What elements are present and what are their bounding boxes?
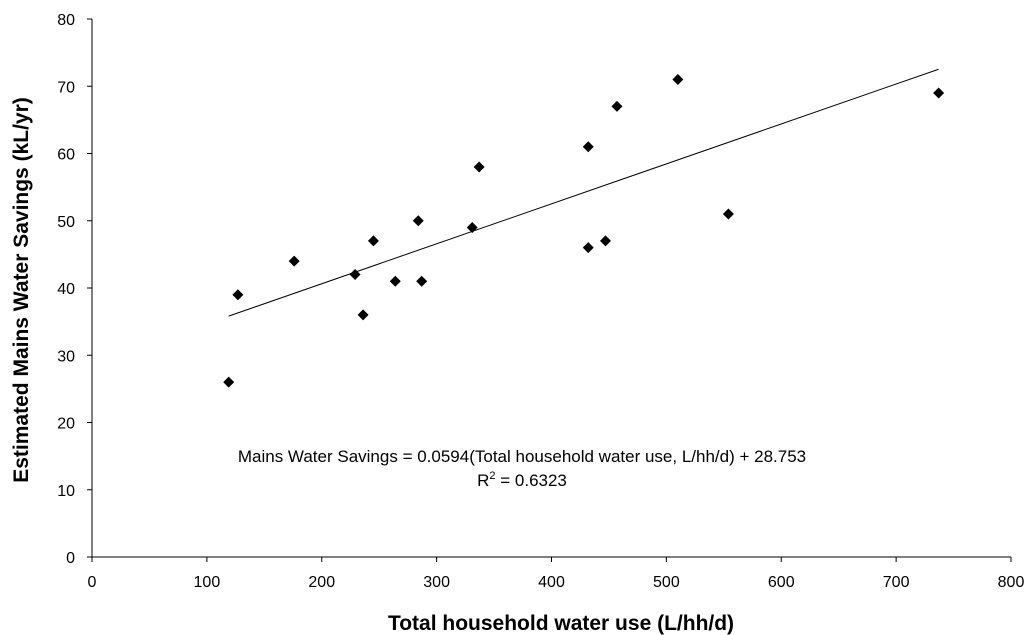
data-point (582, 242, 594, 254)
data-point (412, 215, 424, 227)
y-tick-label: 50 (57, 214, 75, 231)
data-point (582, 141, 594, 153)
x-tick-label: 200 (308, 574, 335, 591)
data-points (223, 74, 945, 388)
r-squared-superscript: 2 (489, 470, 495, 482)
x-axis-title: Total household water use (L/hh/d) (388, 612, 734, 635)
x-tick-label: 0 (88, 574, 97, 591)
data-point (367, 235, 379, 247)
r-squared-value: = 0.6323 (496, 471, 567, 490)
data-point (357, 309, 369, 321)
data-point (672, 74, 684, 86)
data-point (416, 275, 428, 287)
data-point (599, 235, 611, 247)
x-tick-label: 700 (883, 574, 910, 591)
data-point (288, 255, 300, 267)
r-squared-label: R2 = 0.6323 (477, 470, 567, 490)
x-ticks: 0 100 200 300 400 500 600 700 800 (88, 557, 1025, 591)
y-axis-title: Estimated Mains Water Savings (kL/yr) (10, 97, 33, 483)
data-point (933, 87, 945, 99)
data-point (466, 221, 478, 233)
y-tick-label: 0 (66, 550, 75, 567)
data-point (473, 161, 485, 173)
y-tick-label: 30 (57, 348, 75, 365)
trendline-group (228, 68, 939, 317)
y-tick-label: 10 (57, 483, 75, 500)
r-squared-letter: R (477, 471, 489, 490)
data-point (722, 208, 734, 220)
x-tick-label: 600 (768, 574, 795, 591)
x-tick-label: 100 (194, 574, 221, 591)
data-point (232, 289, 244, 301)
y-tick-label: 20 (57, 416, 75, 433)
y-tick-label: 60 (57, 147, 75, 164)
x-tick-label: 400 (538, 574, 565, 591)
x-tick-label: 500 (653, 574, 680, 591)
y-tick-label: 80 (57, 12, 75, 29)
x-tick-label: 800 (998, 574, 1025, 591)
y-tick-label: 70 (57, 79, 75, 96)
data-point (349, 269, 361, 281)
y-ticks: 0 10 20 30 40 50 60 70 80 (57, 12, 92, 567)
x-tick-label: 300 (423, 574, 450, 591)
data-point (223, 376, 235, 388)
regression-equation: Mains Water Savings = 0.0594(Total house… (238, 447, 806, 466)
y-tick-label: 40 (57, 281, 75, 298)
data-point (611, 100, 623, 112)
data-point (389, 275, 401, 287)
trendline (228, 68, 939, 317)
